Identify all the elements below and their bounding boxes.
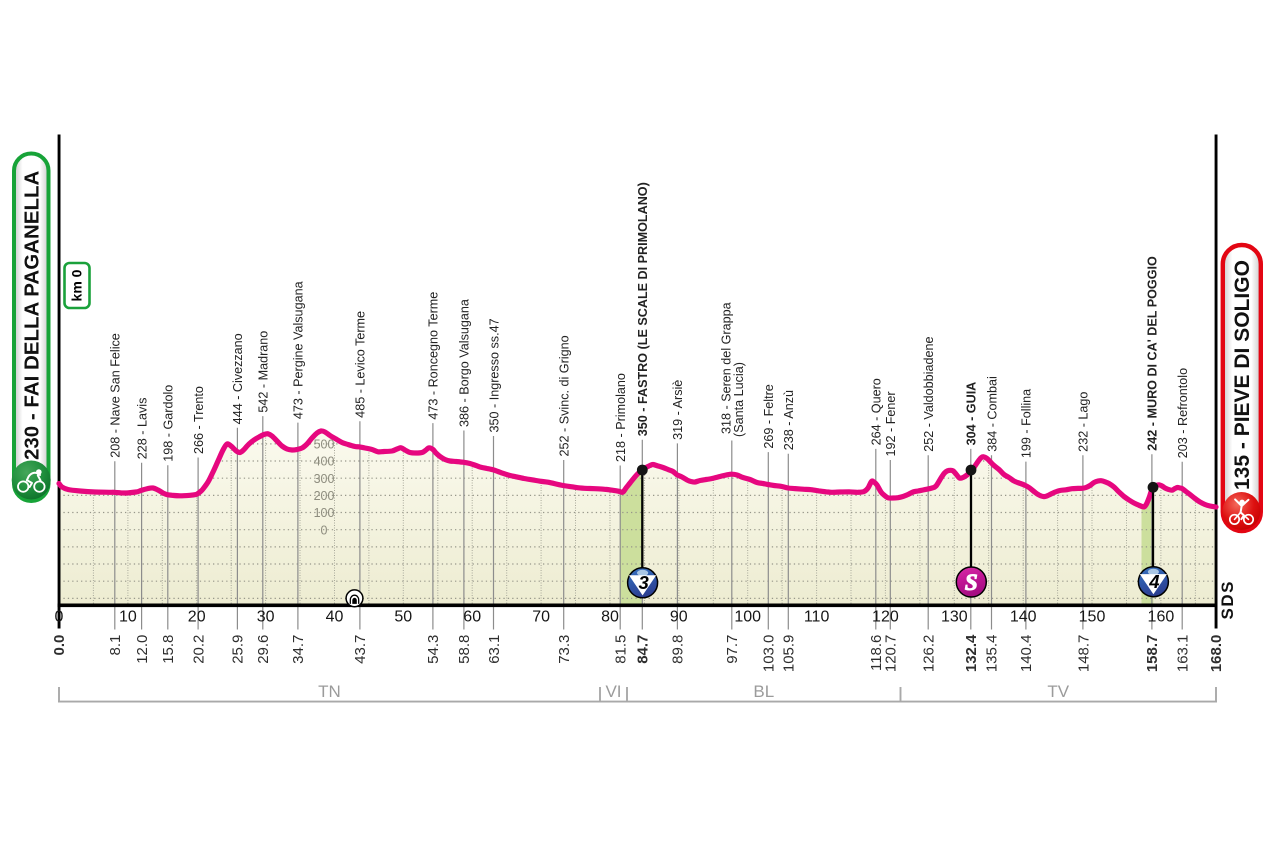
svg-text:30: 30: [257, 609, 275, 626]
svg-text:4: 4: [1148, 571, 1159, 592]
svg-text:350 - Ingresso ss.47: 350 - Ingresso ss.47: [487, 318, 501, 432]
svg-text:252 - Valdobbiadene: 252 - Valdobbiadene: [922, 336, 936, 451]
svg-text:km 0: km 0: [69, 269, 85, 301]
svg-text:110: 110: [804, 609, 830, 626]
svg-text:304 - GUIA: 304 - GUIA: [965, 382, 979, 446]
svg-text:SDS: SDS: [1218, 580, 1237, 619]
svg-text:50: 50: [394, 609, 412, 626]
svg-text:199 - Follina: 199 - Follina: [1020, 389, 1034, 458]
svg-text:386 - Borgo Valsugana: 386 - Borgo Valsugana: [458, 299, 472, 427]
svg-text:203 - Refrontolo: 203 - Refrontolo: [1176, 368, 1190, 458]
svg-text:73.3: 73.3: [556, 635, 573, 664]
svg-text:208 - Nave San Felice: 208 - Nave San Felice: [109, 333, 123, 458]
svg-text:105.9: 105.9: [781, 635, 798, 673]
svg-text:148.7: 148.7: [1075, 635, 1092, 673]
svg-text:473 - Pergine Valsugana: 473 - Pergine Valsugana: [292, 281, 306, 419]
svg-text:12.0: 12.0: [134, 635, 151, 664]
svg-text:TV: TV: [1047, 682, 1069, 701]
svg-text:97.7: 97.7: [724, 635, 741, 664]
svg-text:43.7: 43.7: [352, 635, 369, 664]
svg-text:120: 120: [872, 609, 899, 626]
svg-text:232 - Lago: 232 - Lago: [1077, 392, 1091, 452]
svg-text:300: 300: [314, 472, 335, 486]
svg-text:54.3: 54.3: [425, 635, 442, 664]
svg-text:BL: BL: [753, 682, 774, 701]
svg-text:140.4: 140.4: [1018, 635, 1035, 673]
svg-text:228 - Lavis: 228 - Lavis: [135, 398, 149, 460]
svg-text:100: 100: [734, 609, 761, 626]
svg-text:0.0: 0.0: [51, 635, 68, 656]
svg-text:20: 20: [188, 609, 206, 626]
svg-text:84.7: 84.7: [635, 635, 652, 664]
svg-text:TN: TN: [318, 682, 341, 701]
svg-text:266 - Trento: 266 - Trento: [192, 386, 206, 454]
svg-text:29.6: 29.6: [255, 635, 272, 664]
svg-text:384 - Combai: 384 - Combai: [985, 376, 999, 452]
svg-text:89.8: 89.8: [670, 635, 687, 664]
svg-text:S: S: [965, 570, 978, 595]
svg-text:81.5: 81.5: [613, 635, 630, 664]
svg-text:135.4: 135.4: [984, 635, 1001, 673]
svg-text:150: 150: [1079, 609, 1106, 626]
svg-text:118.6: 118.6: [868, 635, 885, 671]
svg-text:542 - Madrano: 542 - Madrano: [257, 331, 271, 413]
svg-text:90: 90: [670, 609, 688, 626]
svg-text:0: 0: [55, 609, 64, 626]
svg-text:58.8: 58.8: [456, 635, 473, 664]
svg-text:242 - MURO DI CA' DEL POGGIO: 242 - MURO DI CA' DEL POGGIO: [1146, 256, 1160, 451]
svg-text:100: 100: [314, 506, 335, 520]
svg-text:238 - Anzù: 238 - Anzù: [782, 390, 796, 450]
svg-text:20.2: 20.2: [190, 635, 207, 664]
svg-text:15.8: 15.8: [160, 635, 177, 664]
svg-text:168.0: 168.0: [1208, 635, 1225, 673]
svg-text:8.1: 8.1: [107, 635, 124, 656]
svg-text:132.4: 132.4: [963, 634, 980, 672]
svg-text:318 - Seren del Grappa: 318 - Seren del Grappa: [719, 302, 733, 434]
svg-text:500: 500: [314, 438, 335, 452]
svg-text:200: 200: [314, 489, 335, 503]
svg-text:120.7: 120.7: [883, 635, 900, 673]
svg-text:400: 400: [314, 455, 335, 469]
svg-text:103.0: 103.0: [761, 635, 778, 673]
svg-text:160: 160: [1148, 609, 1175, 626]
svg-text:VI: VI: [605, 682, 621, 701]
svg-text:350 - FASTRO (LE SCALE DI PRIM: 350 - FASTRO (LE SCALE DI PRIMOLANO): [636, 182, 650, 436]
svg-text:230 - FAI DELLA PAGANELLA: 230 - FAI DELLA PAGANELLA: [21, 171, 44, 460]
svg-text:485 - Levico Terme: 485 - Levico Terme: [354, 311, 368, 418]
svg-text:198 - Gardolo: 198 - Gardolo: [162, 385, 176, 462]
svg-text:0: 0: [321, 523, 328, 537]
svg-text:252 - Svinc. di Grigno: 252 - Svinc. di Grigno: [558, 335, 572, 456]
svg-text:135 - PIEVE DI SOLIGO: 135 - PIEVE DI SOLIGO: [1231, 260, 1254, 490]
svg-text:70: 70: [532, 609, 550, 626]
svg-text:269 - Feltre: 269 - Feltre: [762, 384, 776, 448]
svg-text:163.1: 163.1: [1175, 635, 1192, 673]
svg-text:319 - Arsiè: 319 - Arsiè: [671, 380, 685, 440]
svg-text:218 - Primolano: 218 - Primolano: [614, 373, 628, 462]
svg-text:(Santa Lucia): (Santa Lucia): [732, 362, 746, 437]
svg-text:444 - Civezzano: 444 - Civezzano: [231, 333, 245, 424]
svg-text:473 - Roncegno Terme: 473 - Roncegno Terme: [427, 292, 441, 420]
svg-text:264 - Quero: 264 - Quero: [870, 378, 884, 445]
svg-text:140: 140: [1010, 609, 1037, 626]
svg-text:126.2: 126.2: [920, 635, 937, 673]
svg-text:34.7: 34.7: [290, 635, 307, 664]
svg-text:192 - Fener: 192 - Fener: [884, 391, 898, 456]
svg-text:3: 3: [638, 572, 649, 593]
svg-text:80: 80: [601, 609, 619, 626]
svg-text:63.1: 63.1: [486, 635, 503, 664]
svg-text:130: 130: [941, 609, 968, 626]
svg-text:10: 10: [119, 609, 137, 626]
svg-text:60: 60: [463, 609, 481, 626]
svg-text:158.7: 158.7: [1144, 635, 1161, 673]
svg-text:25.9: 25.9: [230, 635, 247, 664]
svg-text:40: 40: [326, 609, 344, 626]
